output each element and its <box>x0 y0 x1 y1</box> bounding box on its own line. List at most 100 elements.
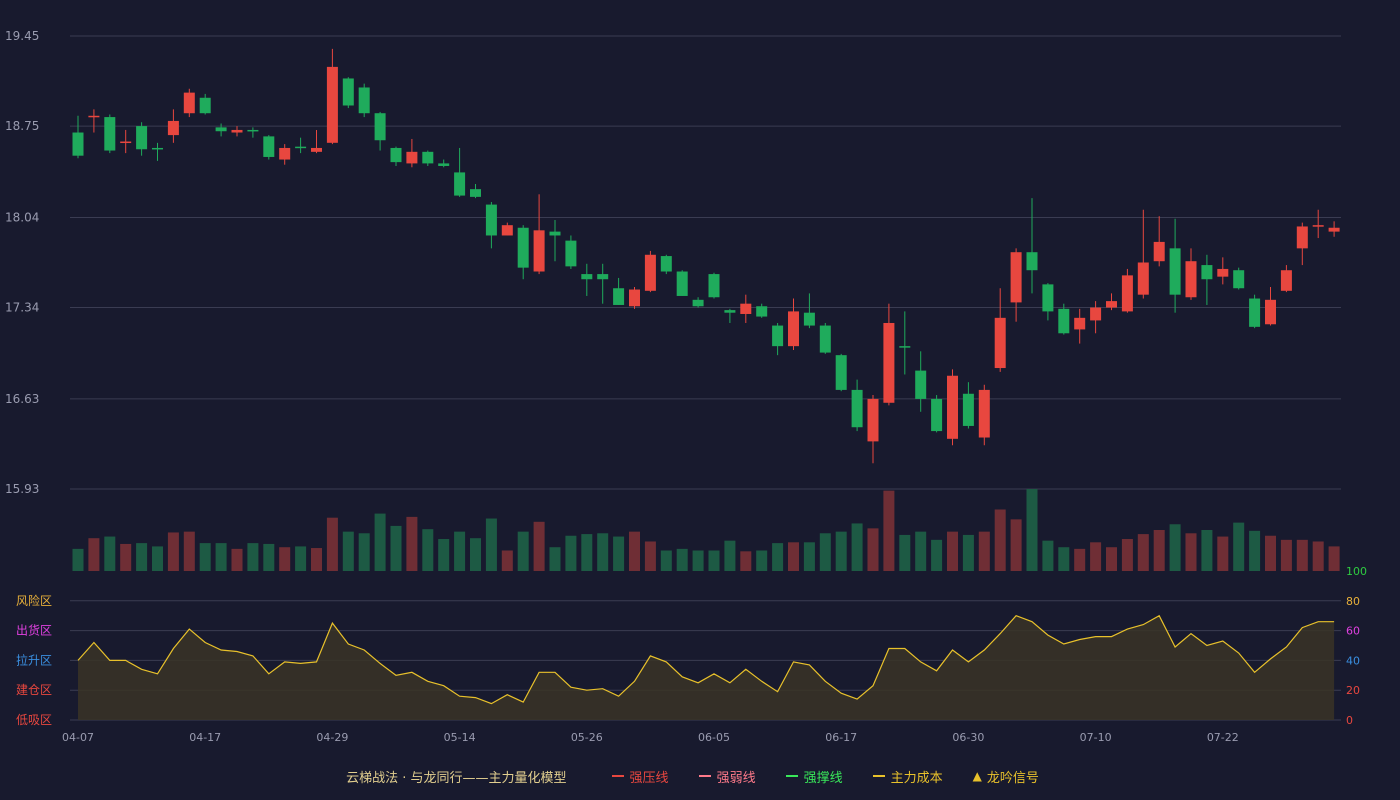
candle <box>835 353 847 392</box>
volume-bar <box>470 538 481 571</box>
candle <box>1185 248 1197 300</box>
candle <box>533 194 545 275</box>
volume-bar <box>1042 540 1054 571</box>
legend-item-main-cost[interactable]: 主力成本 <box>872 767 943 786</box>
legend-item-dragon-signal[interactable]: ▲ 龙吟信号 <box>973 767 1039 786</box>
oscillator-zone-label: 低吸区 <box>16 713 52 727</box>
volume-bar <box>167 532 179 571</box>
volume-bar <box>788 542 799 571</box>
triangle-icon: ▲ <box>972 769 982 783</box>
candle-body <box>772 325 784 347</box>
price-tick-label: 19.45 <box>5 29 39 43</box>
legend-label: 强弱线 <box>716 770 756 786</box>
candle-body <box>1153 241 1165 262</box>
candle-body <box>549 231 561 236</box>
candle-body <box>867 398 879 442</box>
volume-bar <box>1233 522 1245 571</box>
volume-bar <box>1169 524 1181 571</box>
x-tick-label: 06-05 <box>698 731 730 744</box>
x-tick-label: 04-29 <box>316 731 348 744</box>
candle-body <box>1312 225 1324 227</box>
candle-body <box>613 288 625 305</box>
candle-body <box>947 375 958 439</box>
candle-body <box>835 355 847 390</box>
candle-body <box>692 299 704 307</box>
candle <box>215 123 227 137</box>
volume-bar <box>438 539 450 571</box>
volume-bar <box>581 534 593 571</box>
candle-body <box>1137 262 1149 295</box>
volume-bar <box>867 528 879 571</box>
candle <box>978 384 990 446</box>
volume-bar <box>1137 534 1149 571</box>
volume-bar <box>978 531 990 571</box>
legend-item-strength-line[interactable]: 强弱线 <box>698 767 756 786</box>
volume-bar <box>374 513 386 571</box>
candle-body <box>899 346 911 348</box>
candle <box>199 93 211 115</box>
candle <box>183 88 195 118</box>
candle-body <box>215 127 227 132</box>
candle <box>1296 222 1308 266</box>
candle-body <box>724 310 736 313</box>
volume-bar <box>1153 530 1165 571</box>
candle-body <box>136 126 148 150</box>
candle <box>1233 267 1245 290</box>
candle-body <box>485 204 497 236</box>
volume-bar <box>72 548 84 571</box>
volume-bar <box>152 546 163 571</box>
candle <box>247 127 259 138</box>
volume-bar <box>136 543 148 571</box>
candle <box>581 263 593 296</box>
candle <box>1169 218 1181 313</box>
volume-bar <box>1201 530 1213 571</box>
oscillator-tick-label: 80 <box>1346 595 1360 608</box>
x-axis: 04-07 04-17 04-29 05-14 05-26 06-05 06-17 06-30… <box>62 731 1239 744</box>
candle <box>931 395 943 433</box>
candle-body <box>978 389 990 438</box>
candle <box>1074 308 1086 344</box>
x-tick-label: 06-17 <box>825 731 857 744</box>
candle <box>358 83 370 118</box>
candle-body <box>740 303 752 314</box>
candle-body <box>152 147 163 150</box>
candle-body <box>994 317 1006 369</box>
legend-item-support-line[interactable]: 强撑线 <box>785 767 843 786</box>
volume-bar <box>756 550 768 571</box>
candle <box>819 322 831 354</box>
candle <box>676 270 688 296</box>
candle <box>422 150 434 166</box>
candle <box>501 222 513 236</box>
candle <box>803 293 815 329</box>
candle-body <box>1296 226 1308 249</box>
legend-label: 强压线 <box>629 770 669 786</box>
candle-body <box>803 312 815 326</box>
candle <box>231 126 243 137</box>
candle <box>470 183 481 199</box>
candle-body <box>1265 299 1276 325</box>
candle-body <box>120 141 132 144</box>
volume-bar <box>199 543 211 571</box>
candle <box>1280 265 1292 293</box>
legend-item-pressure-line[interactable]: 强压线 <box>611 767 669 786</box>
candle-body <box>199 97 211 114</box>
candle <box>692 297 704 308</box>
volume-bar <box>279 547 291 571</box>
x-tick-label: 04-17 <box>189 731 221 744</box>
candle <box>167 109 179 143</box>
candle <box>724 308 736 323</box>
volume-bar <box>1296 539 1308 571</box>
candle-body <box>660 256 672 272</box>
volume-bar <box>342 531 354 571</box>
candle-body <box>358 87 370 114</box>
candle-body <box>1201 265 1213 280</box>
volume-bar <box>851 523 863 571</box>
volume-bar <box>597 533 609 571</box>
candle-body <box>279 147 291 160</box>
candle-body <box>374 113 386 141</box>
candle <box>708 272 720 299</box>
legend-swatch <box>698 775 711 777</box>
candle-body <box>438 163 450 166</box>
volume-bar <box>1074 548 1086 571</box>
